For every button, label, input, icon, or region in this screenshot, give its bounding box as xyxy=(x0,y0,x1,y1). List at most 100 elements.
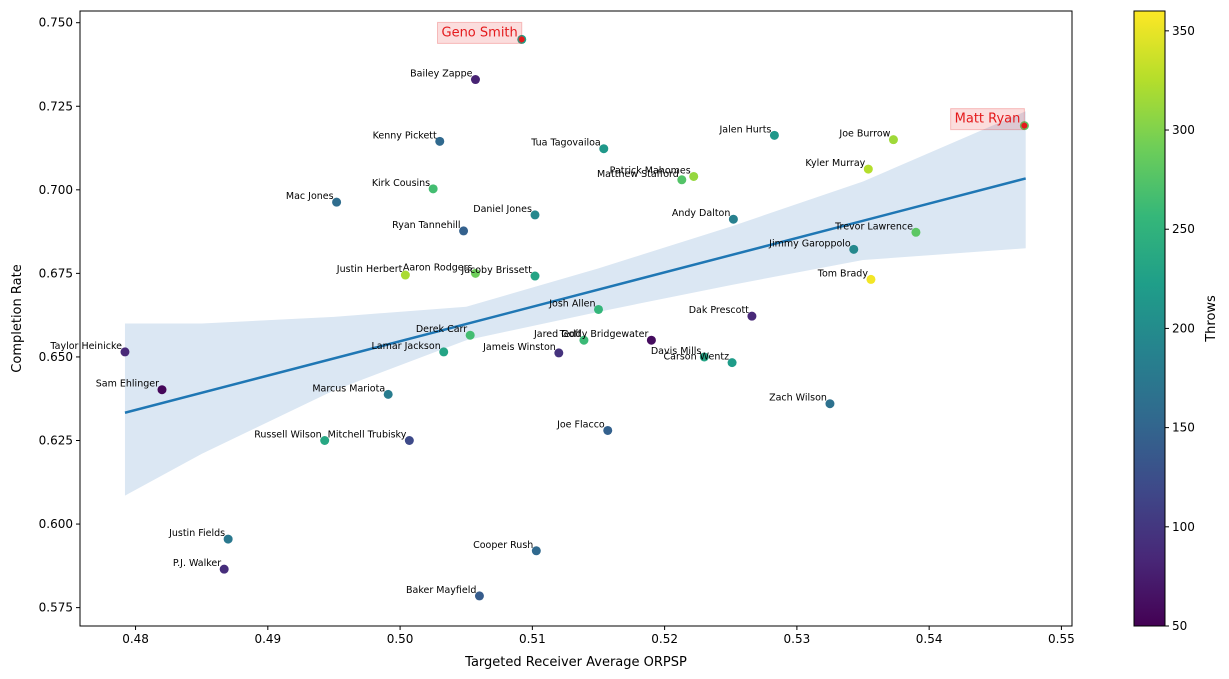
y-tick-label: 0.575 xyxy=(39,601,73,615)
point-label: Marcus Mariota xyxy=(312,383,385,394)
point-jacoby-brissett xyxy=(530,271,540,281)
point-andy-dalton xyxy=(728,214,738,224)
point-aaron-rodgers xyxy=(470,268,480,278)
point-patrick-mahomes xyxy=(689,171,699,181)
point-jalen-hurts xyxy=(769,130,779,140)
x-tick-label: 0.48 xyxy=(122,632,149,646)
point-label: Tua Tagovailoa xyxy=(530,138,600,149)
x-axis-label: Targeted Receiver Average ORPSP xyxy=(464,655,687,670)
x-tick-label: 0.53 xyxy=(784,632,811,646)
point-cooper-rush xyxy=(531,546,541,556)
colorbar-tick-label: 200 xyxy=(1172,321,1195,335)
point-label: Andy Dalton xyxy=(672,208,731,219)
point-derek-carr xyxy=(465,330,475,340)
point-mac-jones xyxy=(332,197,342,207)
point-jameis-winston xyxy=(554,348,564,358)
point-kenny-pickett xyxy=(435,136,445,146)
point-lamar-jackson xyxy=(439,347,449,357)
point-joe-flacco xyxy=(603,425,613,435)
point-label: Justin Fields xyxy=(168,528,225,539)
point-label: Sam Ehlinger xyxy=(96,379,159,390)
point-label: Kyler Murray xyxy=(805,158,865,169)
point-josh-allen xyxy=(593,304,603,314)
point-label: Taylor Heinicke xyxy=(49,341,122,352)
point-bailey-zappe xyxy=(470,75,480,85)
highlight-label: Matt Ryan xyxy=(955,112,1021,127)
point-label: Jalen Hurts xyxy=(718,124,771,135)
point-label: Bailey Zappe xyxy=(410,69,472,80)
point-zach-wilson xyxy=(825,399,835,409)
point-label: Kenny Pickett xyxy=(373,130,437,141)
x-tick-label: 0.50 xyxy=(387,632,414,646)
point-daniel-jones xyxy=(530,210,540,220)
point-label: P.J. Walker xyxy=(173,558,221,569)
point-sam-ehlinger xyxy=(157,385,167,395)
point-kyler-murray xyxy=(863,164,873,174)
plot-frame xyxy=(79,10,1073,627)
x-tick-label: 0.54 xyxy=(916,632,943,646)
y-tick-label: 0.650 xyxy=(39,350,73,364)
y-tick-label: 0.600 xyxy=(39,517,73,531)
x-tick-label: 0.55 xyxy=(1048,632,1075,646)
point-teddy-bridgewater xyxy=(646,335,656,345)
point-label: Teddy Bridgewater xyxy=(559,329,649,340)
point-trevor-lawrence xyxy=(911,227,921,237)
highlight-marker xyxy=(1021,122,1028,129)
point-baker-mayfield xyxy=(474,591,484,601)
point-kirk-cousins xyxy=(428,184,438,194)
point-davis-mills xyxy=(699,352,709,362)
point-label: Tom Brady xyxy=(817,268,869,279)
point-label: Jameis Winston xyxy=(482,342,556,353)
point-label: Cooper Rush xyxy=(473,540,533,551)
point-label: Justin Herbert xyxy=(336,264,403,275)
point-p-j-walker xyxy=(219,564,229,574)
point-label: Dak Prescott xyxy=(689,305,749,316)
point-mitchell-trubisky xyxy=(404,435,414,445)
colorbar-tick-label: 100 xyxy=(1172,520,1195,534)
confidence-band-area xyxy=(124,111,1026,496)
regression-line-path xyxy=(124,177,1027,414)
point-tua-tagovailoa xyxy=(599,144,609,154)
point-label: Josh Allen xyxy=(548,298,595,309)
colorbar-tick-label: 50 xyxy=(1172,619,1187,633)
point-label: Joe Burrow xyxy=(838,129,890,140)
point-label: Mac Jones xyxy=(286,191,334,202)
highlight-label-box xyxy=(437,21,523,44)
x-tick-label: 0.51 xyxy=(519,632,546,646)
x-tick-label: 0.52 xyxy=(651,632,678,646)
point-carson-wentz xyxy=(727,358,737,368)
point-label: Davis Mills xyxy=(651,346,701,357)
point-dak-prescott xyxy=(747,311,757,321)
point-russell-wilson xyxy=(320,435,330,445)
y-tick-label: 0.725 xyxy=(39,99,73,113)
point-label: Matthew Stafford xyxy=(597,169,679,180)
point-label: Jared Goff xyxy=(533,329,581,340)
plot-area xyxy=(80,11,1072,626)
point-labels: Bailey Zappe Kenny Pickett Tua Tagovailoa J… xyxy=(49,21,1025,596)
y-tick-label: 0.700 xyxy=(39,183,73,197)
y-tick-label: 0.675 xyxy=(39,266,73,280)
point-label: Kirk Cousins xyxy=(372,178,430,189)
colorbar-tick-label: 300 xyxy=(1172,123,1195,137)
point-tom-brady xyxy=(866,274,876,284)
colorbar-tick-label: 150 xyxy=(1172,421,1195,435)
point-label: Daniel Jones xyxy=(473,204,532,215)
point-jared-goff xyxy=(579,335,589,345)
point-label: Ryan Tannehill xyxy=(392,220,460,231)
point-label: Jacoby Brissett xyxy=(460,265,532,276)
highlight-label-box xyxy=(950,108,1025,131)
point-label: Trevor Lawrence xyxy=(834,221,913,232)
x-tick-label: 0.49 xyxy=(254,632,281,646)
y-tick-label: 0.750 xyxy=(39,16,73,30)
data-points xyxy=(120,34,1029,601)
point-label: Aaron Rodgers xyxy=(403,262,473,273)
colorbar-tick-label: 350 xyxy=(1172,24,1195,38)
point-marcus-mariota xyxy=(383,389,393,399)
point-label: Patrick Mahomes xyxy=(610,165,691,176)
regression-line xyxy=(124,177,1027,414)
point-label: Baker Mayfield xyxy=(406,585,476,596)
point-justin-fields xyxy=(223,534,233,544)
point-label: Lamar Jackson xyxy=(371,341,440,352)
point-label: Zach Wilson xyxy=(769,393,827,404)
